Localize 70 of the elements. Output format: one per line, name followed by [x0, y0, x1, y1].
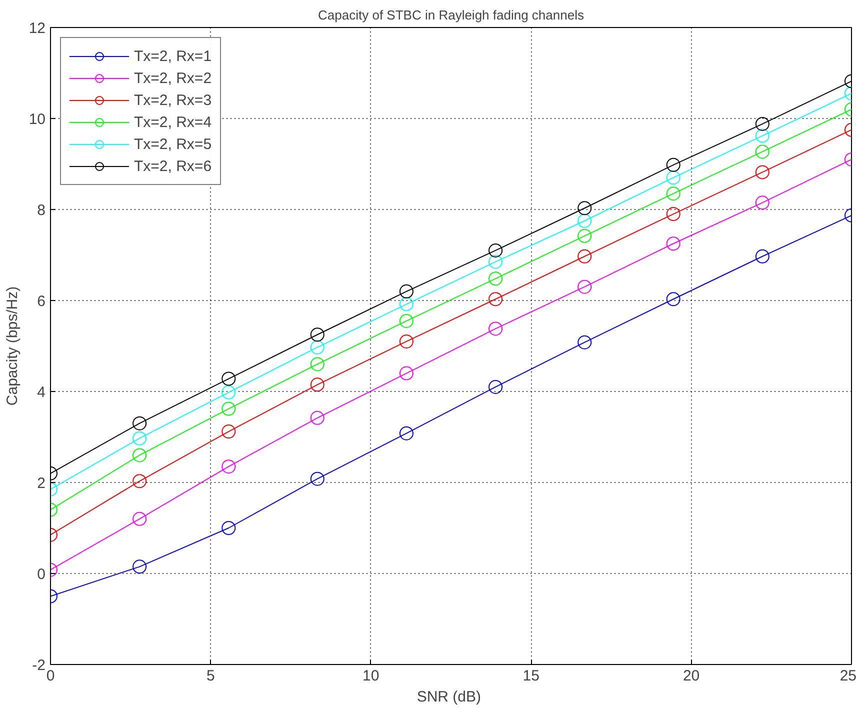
point	[578, 228, 592, 243]
point	[755, 249, 770, 264]
point	[310, 328, 324, 342]
point	[488, 272, 503, 286]
chart-title: Capacity of STBC in Rayleigh fading channels	[318, 8, 584, 22]
point	[488, 254, 503, 269]
legend-label: Tx=2, Rx=1	[134, 48, 212, 64]
point	[578, 201, 592, 216]
x-tick-label: 5	[206, 668, 215, 684]
point	[132, 560, 147, 574]
legend-label: Tx=2, Rx=4	[134, 114, 212, 130]
point	[222, 424, 236, 439]
point	[310, 472, 324, 486]
point	[399, 334, 414, 348]
point	[755, 128, 770, 143]
y-tick-label: 2	[37, 475, 46, 492]
point	[755, 165, 770, 180]
point	[222, 521, 236, 535]
y-tick-label: 8	[37, 202, 46, 219]
point	[578, 214, 592, 228]
point	[222, 385, 236, 400]
y-axis-title: Capacity (bps/Hz)	[4, 286, 21, 406]
point	[132, 431, 147, 446]
legend-label: Tx=2, Rx=5	[134, 136, 212, 152]
point	[666, 170, 680, 185]
point	[399, 314, 414, 328]
legend-label: Tx=2, Rx=6	[134, 158, 212, 174]
point	[666, 186, 680, 201]
point	[132, 512, 147, 526]
point	[578, 335, 592, 350]
point	[310, 340, 324, 354]
point	[755, 144, 770, 159]
point	[488, 243, 503, 258]
point	[132, 448, 147, 462]
point	[222, 402, 236, 416]
y-tick-label: 10	[28, 111, 46, 128]
point	[755, 116, 770, 131]
point	[488, 322, 503, 336]
x-tick-label: 25	[840, 668, 856, 684]
point	[132, 416, 147, 430]
point	[755, 196, 770, 210]
x-axis-title: SNR (dB)	[416, 688, 482, 706]
point	[222, 460, 236, 474]
point	[222, 372, 236, 386]
y-tick-label: 4	[37, 384, 46, 401]
y-tick-label: -2	[32, 657, 46, 674]
point	[399, 366, 414, 380]
x-tick-label: 20	[682, 668, 700, 684]
point	[666, 292, 680, 306]
point	[666, 236, 680, 251]
legend-label: Tx=2, Rx=2	[134, 70, 212, 86]
point	[578, 280, 592, 294]
point	[132, 474, 147, 488]
point	[399, 426, 414, 440]
legend-label: Tx=2, Rx=3	[134, 92, 212, 108]
x-tick-label: 15	[522, 668, 540, 684]
point	[310, 410, 324, 425]
y-tick-label: 12	[28, 20, 46, 37]
point	[488, 292, 503, 306]
y-tick-label: 0	[37, 566, 46, 583]
point	[578, 249, 592, 264]
point	[310, 357, 324, 372]
point	[666, 207, 680, 222]
point	[399, 284, 414, 298]
point	[488, 380, 503, 394]
x-tick-label: 10	[362, 668, 380, 684]
point	[310, 378, 324, 392]
y-tick-label: 6	[37, 293, 46, 310]
point	[399, 297, 414, 312]
point	[666, 158, 680, 172]
